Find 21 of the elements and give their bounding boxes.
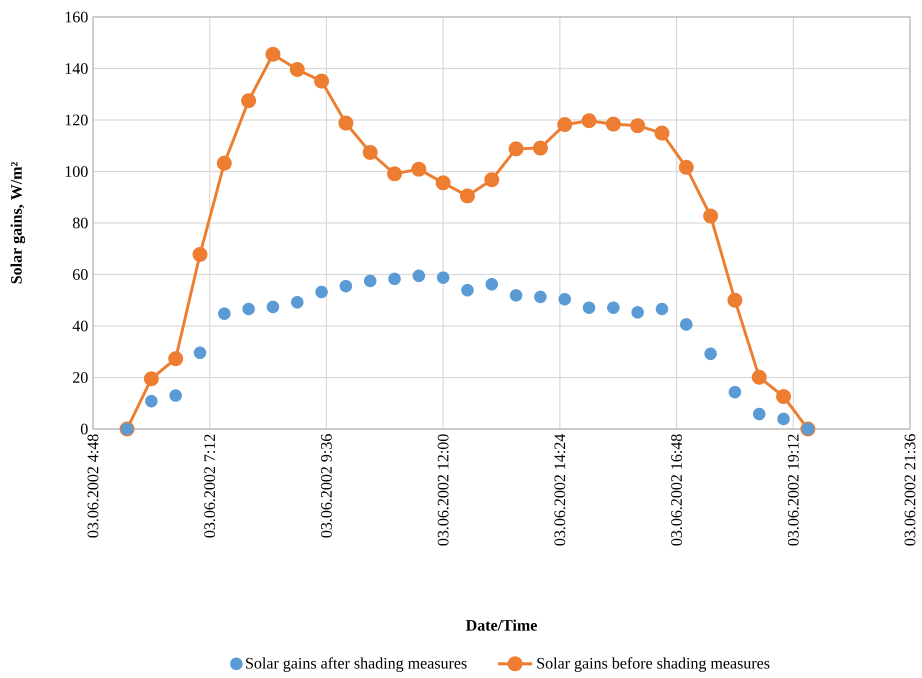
x-tick-label: 03.06.2002 16:48 xyxy=(671,434,682,546)
y-tick-label: 160 xyxy=(66,12,88,22)
y-tick-label: 100 xyxy=(66,166,88,177)
y-tick-label: 40 xyxy=(72,320,88,332)
x-tick-label: 03.06.2002 19:12 xyxy=(788,434,799,546)
y-tick-label: 80 xyxy=(72,218,88,228)
x-tick-label: 03.06.2002 4:48 xyxy=(88,434,98,538)
y-tick-label: 120 xyxy=(66,114,88,126)
y-axis-title: Solar gains, W/m² xyxy=(10,162,26,284)
x-tick-label: 03.06.2002 21:36 xyxy=(904,434,916,546)
legend-label: Solar gains after shading measures xyxy=(246,657,467,672)
legend-label: Solar gains before shading measures xyxy=(537,657,770,672)
x-axis-title: Date/Time xyxy=(466,619,537,631)
y-tick-label: 60 xyxy=(72,269,88,280)
x-tick-label: 03.06.2002 12:00 xyxy=(438,434,449,546)
y-tick-label: 140 xyxy=(66,63,88,74)
x-tick-label: 03.06.2002 14:24 xyxy=(554,434,566,546)
y-tick-label: 20 xyxy=(73,372,88,383)
y-tick-label: 0 xyxy=(80,424,88,434)
x-tick-label: 03.06.2002 7:12 xyxy=(204,434,216,538)
x-tick-label: 03.06.2002 9:36 xyxy=(320,434,332,538)
